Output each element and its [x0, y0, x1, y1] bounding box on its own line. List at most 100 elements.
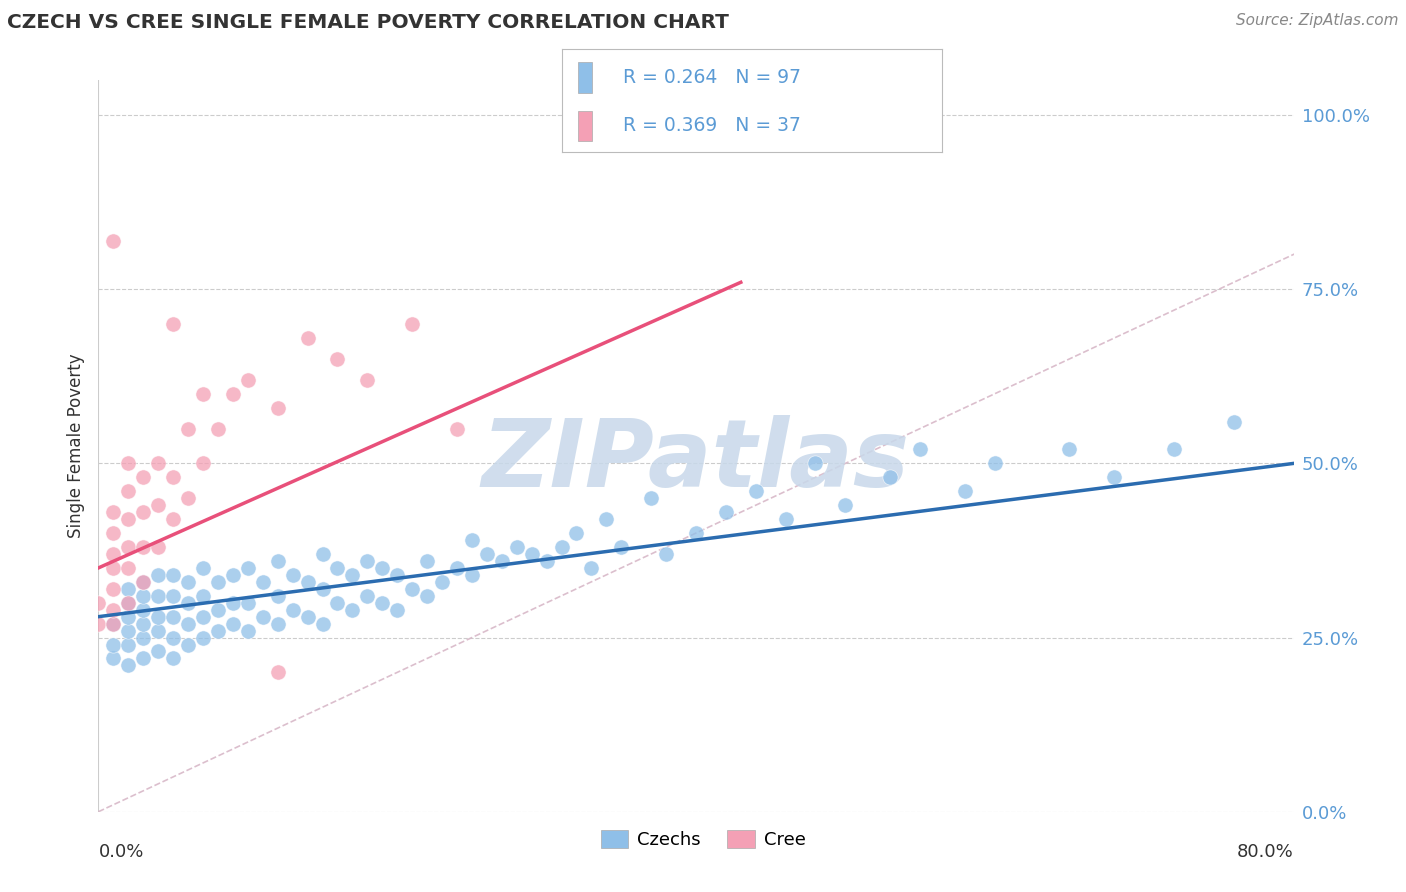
Point	[416, 589, 439, 603]
Point	[297, 331, 319, 345]
Point	[953, 484, 976, 499]
Point	[177, 574, 200, 589]
Point	[401, 317, 423, 331]
Point	[103, 582, 125, 596]
Point	[401, 582, 423, 596]
Point	[162, 631, 184, 645]
Point	[267, 589, 290, 603]
Point	[117, 484, 139, 499]
Point	[416, 554, 439, 568]
Point	[745, 484, 768, 499]
Point	[148, 457, 170, 471]
Point	[103, 561, 125, 575]
Point	[342, 567, 364, 582]
Point	[148, 624, 170, 638]
Bar	[578, 111, 592, 141]
Point	[103, 505, 125, 519]
Point	[103, 651, 125, 665]
Point	[371, 561, 394, 575]
Point	[297, 574, 319, 589]
Point	[191, 609, 214, 624]
Point	[267, 665, 290, 680]
Point	[207, 624, 229, 638]
Point	[520, 547, 543, 561]
Point	[342, 603, 364, 617]
Point	[148, 567, 170, 582]
Point	[117, 624, 139, 638]
Point	[595, 512, 617, 526]
Point	[162, 512, 184, 526]
Point	[640, 491, 662, 506]
Point	[132, 574, 155, 589]
Point	[117, 582, 139, 596]
Point	[103, 603, 125, 617]
Point	[132, 505, 155, 519]
Point	[475, 547, 498, 561]
Point	[356, 554, 378, 568]
Point	[984, 457, 1007, 471]
Point	[87, 596, 110, 610]
Point	[236, 373, 259, 387]
Point	[177, 421, 200, 435]
Text: CZECH VS CREE SINGLE FEMALE POVERTY CORRELATION CHART: CZECH VS CREE SINGLE FEMALE POVERTY CORR…	[7, 13, 728, 32]
Point	[1104, 470, 1126, 484]
Point	[132, 540, 155, 554]
Point	[117, 609, 139, 624]
Point	[536, 554, 558, 568]
Point	[267, 554, 290, 568]
Point	[252, 574, 274, 589]
Point	[252, 609, 274, 624]
Point	[385, 567, 409, 582]
Point	[222, 386, 245, 401]
Text: R = 0.369   N = 37: R = 0.369 N = 37	[623, 117, 801, 136]
Point	[311, 616, 333, 631]
Point	[117, 658, 139, 673]
Text: 80.0%: 80.0%	[1237, 843, 1294, 861]
Point	[565, 526, 588, 541]
Point	[191, 589, 214, 603]
Point	[297, 609, 319, 624]
Point	[132, 616, 155, 631]
Point	[177, 491, 200, 506]
Point	[117, 596, 139, 610]
Point	[148, 609, 170, 624]
Point	[148, 498, 170, 512]
Point	[191, 631, 214, 645]
Text: R = 0.264   N = 97: R = 0.264 N = 97	[623, 69, 801, 87]
Point	[191, 457, 214, 471]
Point	[236, 596, 259, 610]
Point	[162, 589, 184, 603]
Point	[446, 421, 468, 435]
Point	[117, 512, 139, 526]
Point	[1223, 415, 1246, 429]
Point	[610, 540, 633, 554]
Point	[222, 567, 245, 582]
Point	[461, 533, 484, 547]
Point	[103, 616, 125, 631]
Point	[491, 554, 513, 568]
Point	[162, 317, 184, 331]
Point	[267, 616, 290, 631]
Point	[685, 526, 707, 541]
Point	[162, 567, 184, 582]
Point	[281, 567, 304, 582]
Point	[267, 401, 290, 415]
Point	[326, 596, 349, 610]
Point	[550, 540, 572, 554]
Point	[222, 616, 245, 631]
Point	[311, 582, 333, 596]
Point	[326, 351, 349, 366]
Point	[371, 596, 394, 610]
Point	[132, 470, 155, 484]
Point	[132, 574, 155, 589]
Point	[356, 373, 378, 387]
Point	[117, 457, 139, 471]
Point	[148, 644, 170, 658]
Point	[446, 561, 468, 575]
Point	[281, 603, 304, 617]
Point	[177, 596, 200, 610]
Point	[177, 638, 200, 652]
Point	[506, 540, 529, 554]
Point	[326, 561, 349, 575]
Point	[117, 540, 139, 554]
